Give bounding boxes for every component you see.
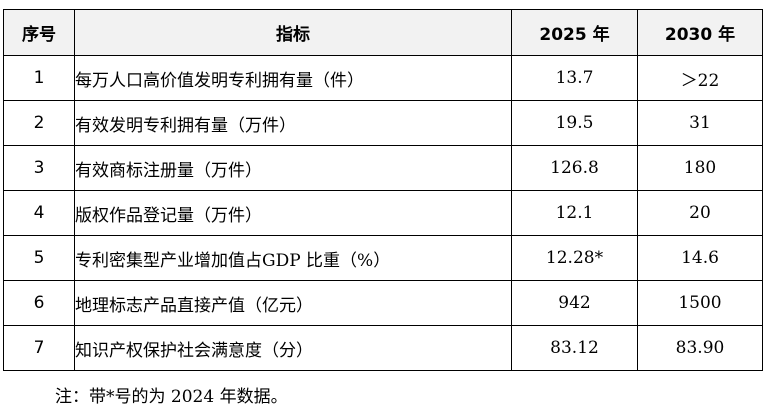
header-2030: 2030 年 (637, 9, 763, 56)
row-2030-value: 31 (637, 100, 763, 146)
row-no: 4 (3, 190, 75, 236)
table-row: 1 每万人口高价值发明专利拥有量（件） 13.7 ＞22 (3, 55, 763, 101)
row-2025-value: 19.5 (511, 100, 638, 146)
header-row: 序号 指标 2025 年 2030 年 (3, 9, 763, 56)
row-no: 7 (3, 325, 75, 371)
table-body: 1 每万人口高价值发明专利拥有量（件） 13.7 ＞22 2 有效发明专利拥有量… (3, 55, 763, 371)
indicators-table: 序号 指标 2025 年 2030 年 1 每万人口高价值发明专利拥有量（件） … (3, 9, 763, 371)
row-2030-value: 20 (637, 190, 763, 236)
row-no: 1 (3, 55, 75, 101)
row-2025-value: 12.1 (511, 190, 638, 236)
row-2030-value: 83.90 (637, 325, 763, 371)
header-no: 序号 (3, 9, 75, 56)
row-2030-value: 1500 (637, 280, 763, 326)
row-indicator: 每万人口高价值发明专利拥有量（件） (74, 55, 512, 101)
table-row: 7 知识产权保护社会满意度（分） 83.12 83.90 (3, 325, 763, 371)
row-indicator: 有效商标注册量（万件） (74, 145, 512, 191)
table-row: 2 有效发明专利拥有量（万件） 19.5 31 (3, 100, 763, 146)
table-row: 3 有效商标注册量（万件） 126.8 180 (3, 145, 763, 191)
row-indicator: 知识产权保护社会满意度（分） (74, 325, 512, 371)
table-header: 序号 指标 2025 年 2030 年 (3, 9, 763, 56)
row-2025-value: 12.28* (511, 235, 638, 281)
row-indicator: 有效发明专利拥有量（万件） (74, 100, 512, 146)
row-2025-value: 83.12 (511, 325, 638, 371)
table-row: 6 地理标志产品直接产值（亿元） 942 1500 (3, 280, 763, 326)
row-no: 5 (3, 235, 75, 281)
row-indicator: 专利密集型产业增加值占GDP 比重（%） (74, 235, 512, 281)
header-2025: 2025 年 (511, 9, 638, 56)
table-row: 4 版权作品登记量（万件） 12.1 20 (3, 190, 763, 236)
row-no: 2 (3, 100, 75, 146)
row-no: 6 (3, 280, 75, 326)
row-2025-value: 126.8 (511, 145, 638, 191)
header-indicator: 指标 (74, 9, 512, 56)
row-2030-value: 14.6 (637, 235, 763, 281)
row-no: 3 (3, 145, 75, 191)
table-footnote: 注：带*号的为 2024 年数据。 (55, 387, 288, 407)
row-2030-value: ＞22 (637, 55, 763, 101)
row-2030-value: 180 (637, 145, 763, 191)
row-indicator: 地理标志产品直接产值（亿元） (74, 280, 512, 326)
row-2025-value: 942 (511, 280, 638, 326)
table-row: 5 专利密集型产业增加值占GDP 比重（%） 12.28* 14.6 (3, 235, 763, 281)
row-indicator: 版权作品登记量（万件） (74, 190, 512, 236)
row-2025-value: 13.7 (511, 55, 638, 101)
